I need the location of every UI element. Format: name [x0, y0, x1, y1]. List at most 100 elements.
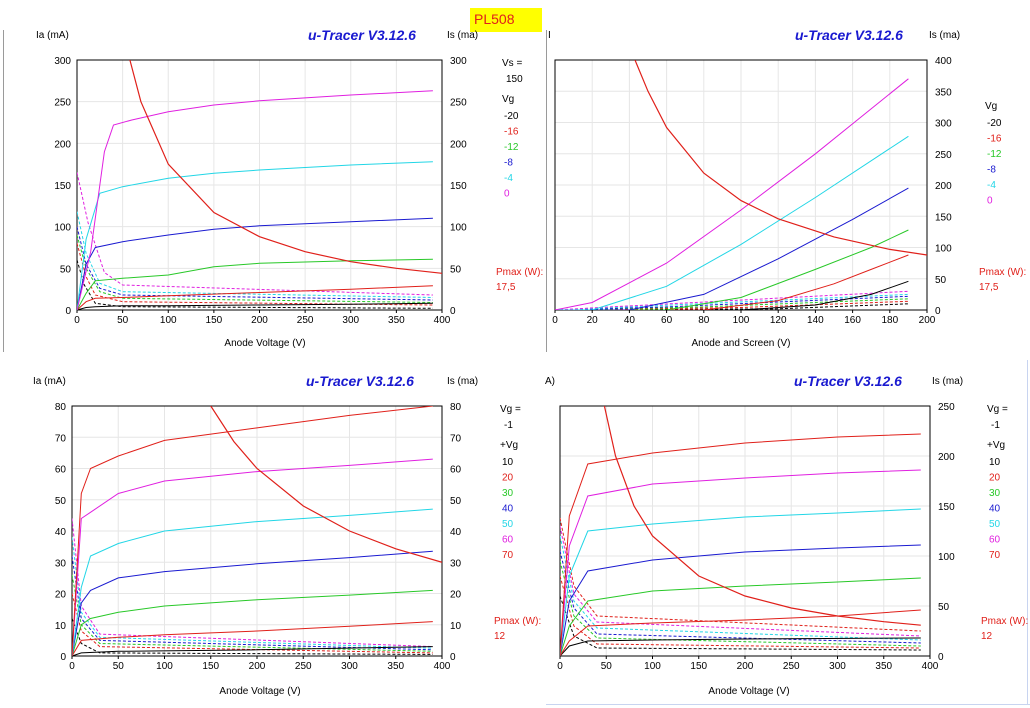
x-tick-label: 300	[342, 315, 359, 326]
x-axis-label: Anode Voltage (V)	[708, 686, 789, 697]
legend-entry: -12	[987, 149, 1002, 160]
y-tick-label-right: 200	[450, 139, 467, 150]
anode-current-line-cyan	[77, 161, 433, 310]
y-tick-label-right: 50	[450, 264, 462, 275]
anode-current-line-green	[555, 229, 909, 310]
x-tick-label: 350	[387, 661, 404, 672]
screen-current-line-green	[72, 574, 433, 652]
panel-divider-left	[3, 30, 4, 352]
y-tick-label-left: 250	[54, 98, 71, 109]
legend-entry: 10	[502, 457, 514, 468]
y-tick-label-left: 40	[55, 527, 67, 538]
legend-heading: +Vg	[500, 440, 518, 451]
x-tick-label: 250	[295, 661, 312, 672]
x-tick-label: 0	[557, 661, 563, 672]
y-tick-label-right: 100	[938, 552, 955, 563]
anode-current-line-red	[72, 406, 433, 656]
x-tick-label: 150	[206, 315, 223, 326]
y-tick-label-right: 0	[450, 652, 456, 663]
plot-series-group	[72, 406, 442, 656]
x-tick-label: 60	[661, 315, 673, 326]
panel-divider-bottom	[546, 704, 1030, 705]
x-tick-label: 300	[829, 661, 846, 672]
x-tick-label: 200	[249, 661, 266, 672]
y-tick-label-left: 200	[54, 139, 71, 150]
anode-current-line-red	[560, 433, 921, 656]
y-tick-label-right: 70	[450, 433, 462, 444]
legend-pre-text: Vg =	[987, 404, 1008, 415]
legend-heading: +Vg	[987, 440, 1005, 451]
legend-entry: 70	[989, 550, 1001, 561]
y-tick-label-left: 100	[54, 223, 71, 234]
y-tick-label-left: 150	[54, 181, 71, 192]
pmax-value: 17,5	[979, 282, 999, 293]
y-tick-label-right: 150	[935, 212, 952, 223]
y-tick-label-right: 50	[938, 602, 950, 613]
x-tick-label: 100	[733, 315, 750, 326]
plot-series-group	[560, 406, 921, 656]
x-tick-label: 200	[919, 315, 936, 326]
legend-entry: 10	[989, 457, 1001, 468]
chart-title: u-Tracer V3.12.6	[308, 27, 416, 43]
anode-current-line-black	[72, 646, 433, 656]
anode-current-line-black	[555, 280, 909, 310]
x-axis-label: Anode Voltage (V)	[224, 338, 305, 349]
legend-entry: 40	[502, 504, 514, 515]
y-tick-label-right: 30	[450, 558, 462, 569]
chart-panel-4: 0 50 100 150 200 250 300 350 400050100150200250u…	[545, 373, 1028, 697]
pmax-value: 17,5	[496, 282, 516, 293]
legend-entry: 0	[987, 196, 993, 207]
x-tick-label: 40	[624, 315, 636, 326]
y-tick-label-right: 100	[935, 244, 952, 255]
x-axis-label: Anode and Screen (V)	[692, 338, 791, 349]
y-tick-label-left: 20	[55, 590, 67, 601]
x-tick-label: 50	[601, 661, 613, 672]
legend-entry: -20	[504, 111, 519, 122]
x-tick-label: 0	[69, 661, 75, 672]
screen-current-line-cyan	[77, 211, 433, 298]
y-tick-label-right: 350	[935, 87, 952, 98]
y-tick-label-right: 150	[450, 181, 467, 192]
screen-current-line-green	[560, 560, 921, 647]
legend-entry: 50	[502, 519, 514, 530]
anode-current-line-blue	[560, 544, 921, 656]
legend-entry: 70	[502, 550, 514, 561]
screen-current-line-blue	[77, 226, 433, 301]
anode-current-line-magenta	[555, 78, 909, 310]
legend-entry: -20	[987, 118, 1002, 129]
tube-type-label: PL508	[474, 11, 515, 27]
legend-pre-text: -1	[991, 420, 1000, 431]
x-tick-label: 50	[113, 661, 125, 672]
x-tick-label: 0	[552, 315, 558, 326]
legend-heading: Vg	[502, 94, 514, 105]
legend-entry: -16	[504, 127, 519, 138]
panel-divider-right	[1027, 360, 1028, 705]
legend-entry: -4	[504, 173, 513, 184]
x-tick-label: 350	[388, 315, 405, 326]
y-tick-label-right: 0	[935, 306, 941, 317]
x-tick-label: 150	[690, 661, 707, 672]
pmax-label: Pmax (W):	[494, 616, 541, 627]
y-tick-label-right: 80	[450, 402, 462, 413]
screen-current-line-red	[72, 593, 433, 654]
screen-current-line-red	[77, 243, 433, 306]
panel-divider-vertical	[546, 30, 547, 352]
legend-entry: 20	[502, 473, 514, 484]
y-axis-label-right: Is (ma)	[932, 376, 963, 387]
y-tick-label-right: 40	[450, 527, 462, 538]
legend-entry: -4	[987, 180, 996, 191]
y-tick-label-left: 80	[55, 402, 67, 413]
plot-series-group	[77, 60, 442, 310]
screen-current-line-magenta	[560, 525, 921, 637]
x-tick-label: 180	[881, 315, 898, 326]
anode-current-line-magenta	[72, 458, 433, 656]
anode-current-line-green	[560, 577, 921, 656]
y-tick-label-right: 250	[935, 150, 952, 161]
y-tick-label-right: 300	[450, 56, 467, 67]
legend-pre-text: Vs =	[502, 58, 522, 69]
pmax-curve	[634, 60, 927, 256]
screen-current-line-black	[555, 303, 909, 310]
pmax-label: Pmax (W):	[496, 267, 543, 278]
legend-entry: 30	[989, 488, 1001, 499]
anode-current-line-black	[560, 637, 921, 656]
